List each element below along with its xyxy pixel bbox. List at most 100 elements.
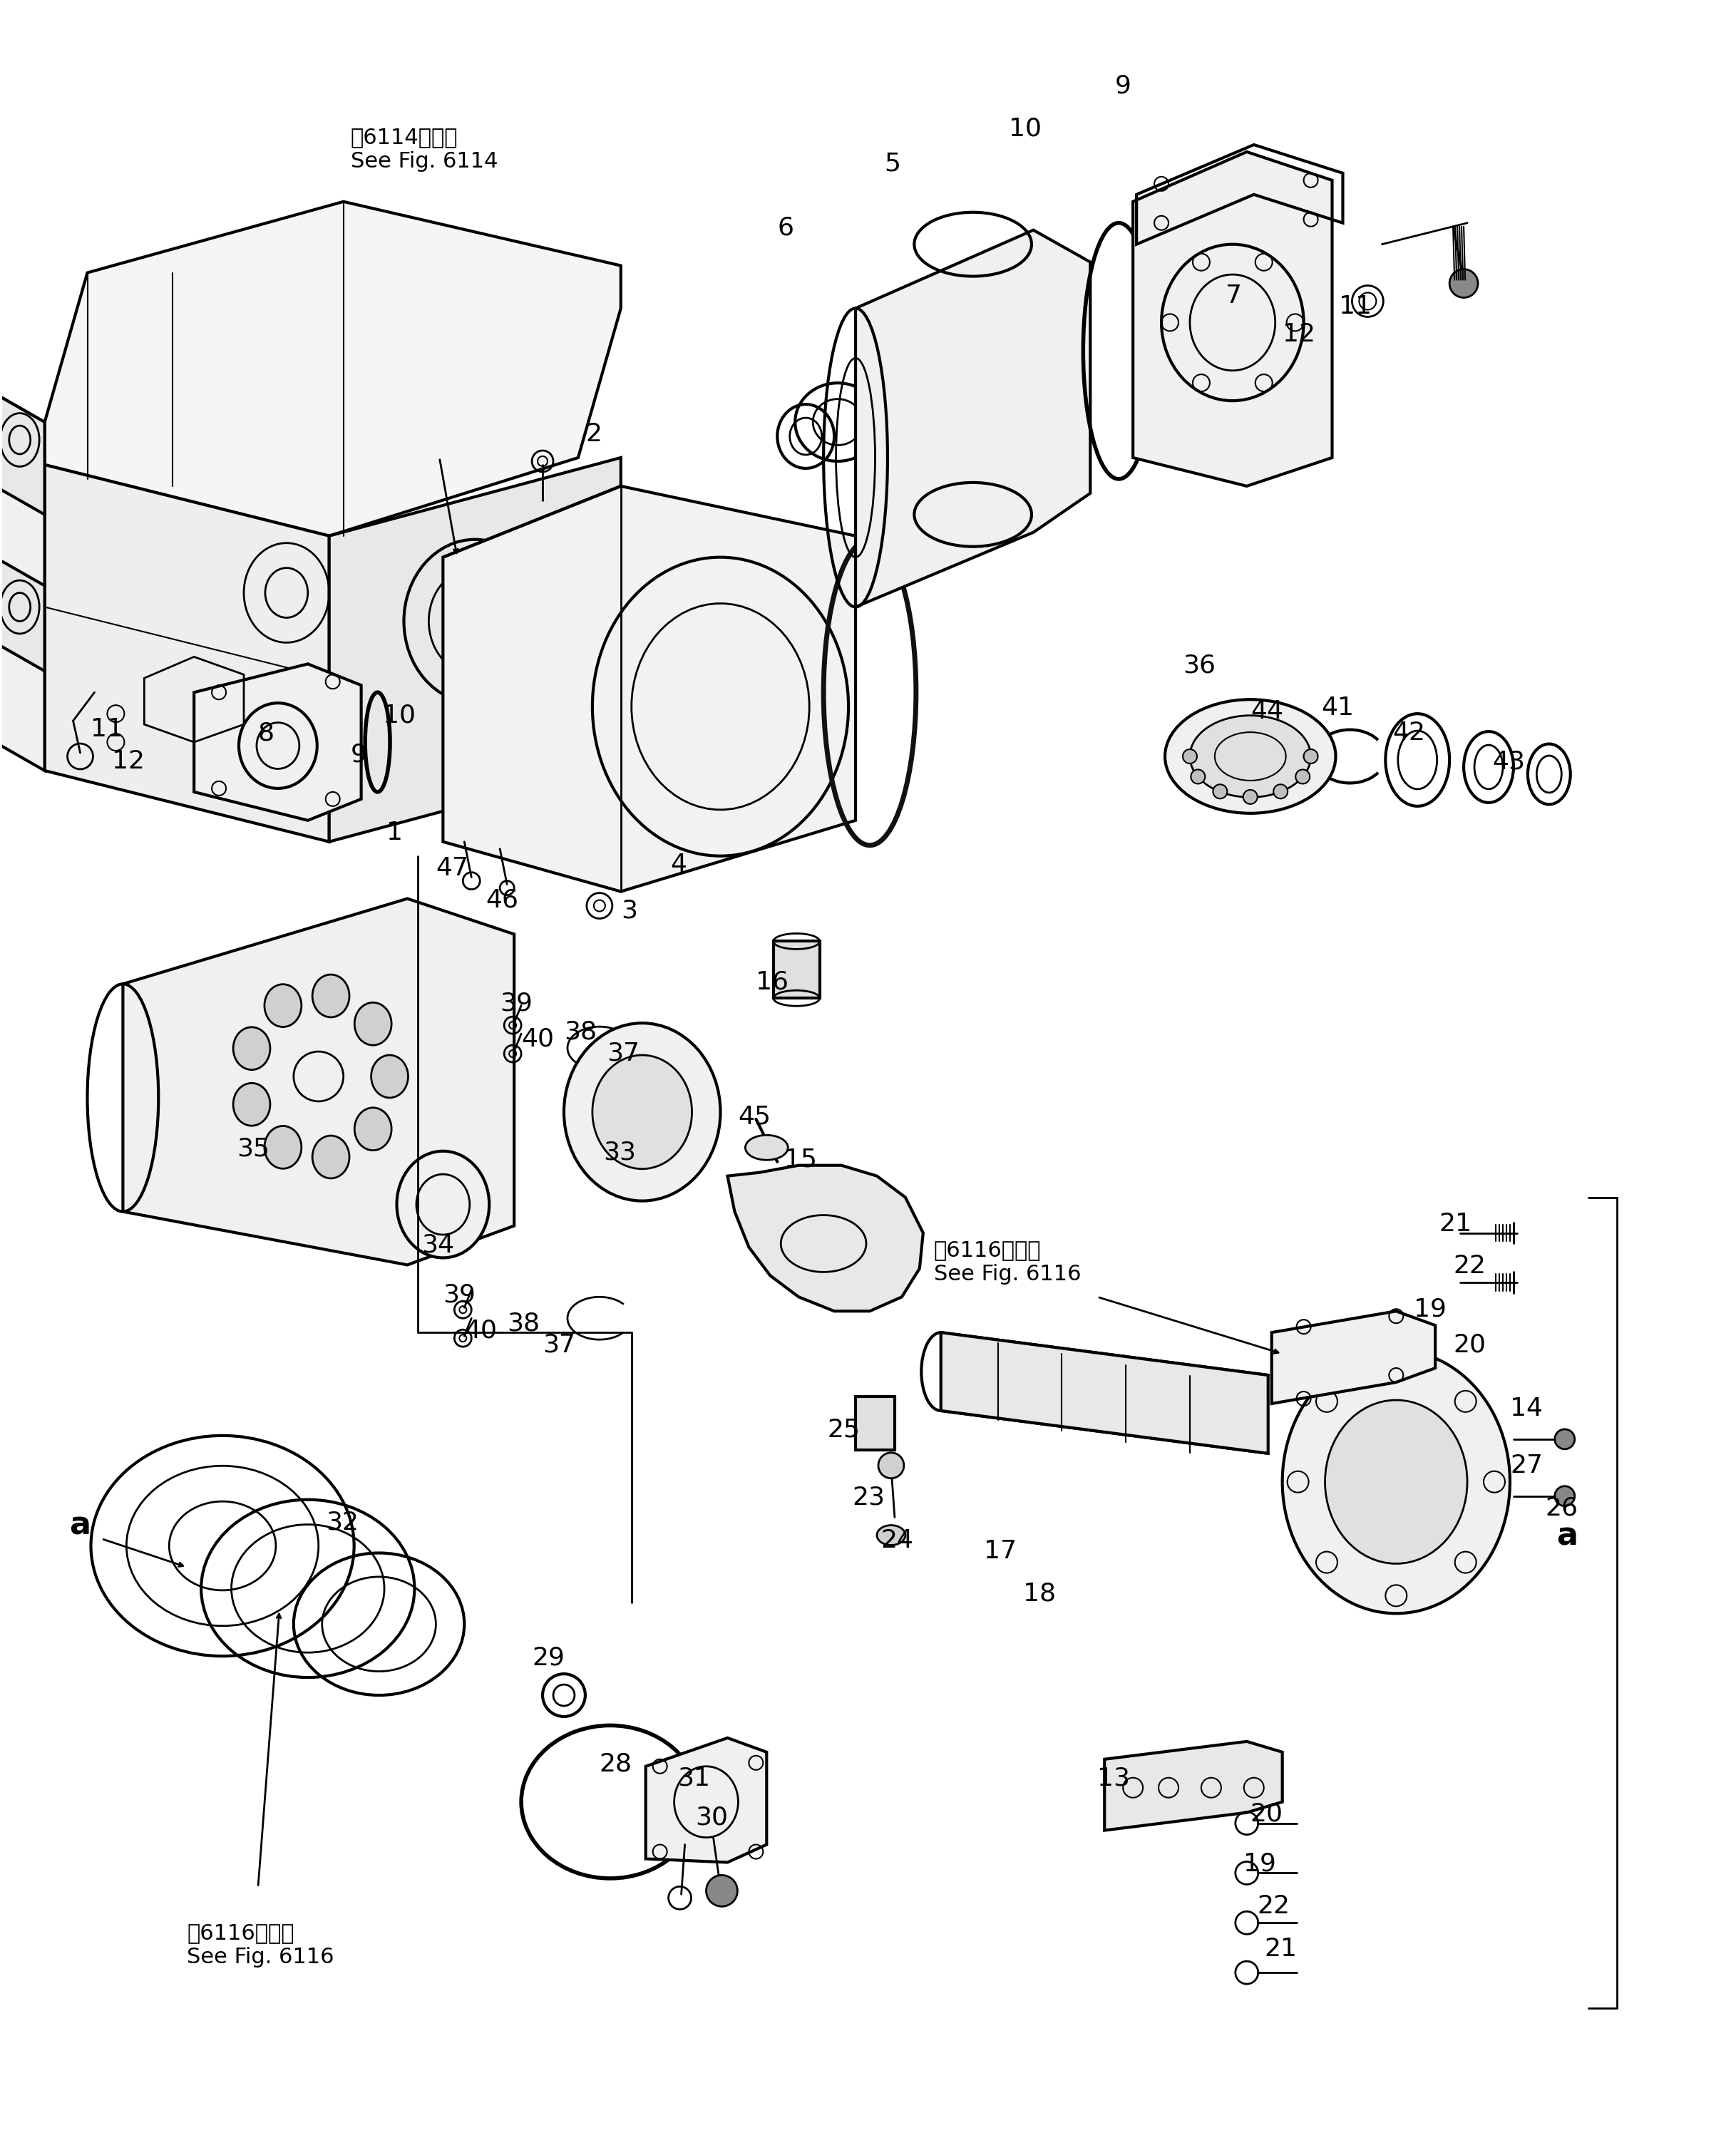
Text: 第6114図参照
See Fig. 6114: 第6114図参照 See Fig. 6114: [351, 127, 498, 172]
Text: 7: 7: [1226, 284, 1241, 308]
Ellipse shape: [372, 1056, 408, 1097]
Circle shape: [878, 1452, 904, 1478]
Text: 31: 31: [677, 1767, 710, 1791]
Polygon shape: [0, 394, 45, 771]
Circle shape: [1304, 750, 1318, 763]
Text: 22: 22: [1453, 1254, 1486, 1278]
Text: 42: 42: [1392, 720, 1425, 746]
Text: 47: 47: [436, 856, 469, 879]
Ellipse shape: [564, 1024, 720, 1200]
Text: 18: 18: [1023, 1582, 1055, 1605]
Text: 39: 39: [443, 1282, 476, 1306]
Text: 10: 10: [1009, 116, 1042, 140]
Polygon shape: [443, 487, 856, 892]
Ellipse shape: [233, 1028, 271, 1069]
Polygon shape: [1134, 151, 1332, 487]
Text: 12: 12: [1283, 323, 1316, 347]
Text: 30: 30: [696, 1806, 729, 1830]
Text: 40: 40: [464, 1319, 496, 1343]
Text: 14: 14: [1510, 1396, 1543, 1420]
Polygon shape: [856, 231, 1090, 608]
Text: 11: 11: [90, 718, 123, 741]
Text: 19: 19: [1413, 1297, 1446, 1321]
Text: 23: 23: [852, 1485, 885, 1511]
Text: 5: 5: [884, 151, 901, 177]
Circle shape: [1555, 1429, 1575, 1448]
Text: 36: 36: [1182, 653, 1215, 677]
Text: 40: 40: [521, 1026, 554, 1052]
Text: 10: 10: [382, 703, 415, 726]
Circle shape: [1182, 750, 1198, 763]
Ellipse shape: [1283, 1351, 1510, 1614]
Ellipse shape: [233, 1084, 271, 1125]
Ellipse shape: [877, 1526, 906, 1545]
Circle shape: [1555, 1487, 1575, 1506]
Polygon shape: [1272, 1310, 1436, 1403]
Text: 46: 46: [486, 888, 519, 912]
Text: 3: 3: [621, 899, 637, 922]
Text: 41: 41: [1321, 696, 1354, 720]
Polygon shape: [1104, 1741, 1283, 1830]
Text: 37: 37: [606, 1041, 639, 1065]
Ellipse shape: [592, 1056, 693, 1168]
Text: 37: 37: [543, 1332, 575, 1358]
Text: 25: 25: [826, 1418, 859, 1442]
Ellipse shape: [354, 1002, 392, 1045]
Text: a: a: [1555, 1521, 1578, 1552]
Text: 39: 39: [500, 991, 533, 1015]
Text: 20: 20: [1250, 1802, 1283, 1825]
Ellipse shape: [264, 1125, 302, 1168]
Ellipse shape: [745, 1136, 788, 1159]
Polygon shape: [45, 465, 330, 843]
Text: 4: 4: [670, 853, 687, 877]
Circle shape: [1243, 789, 1257, 804]
Text: 21: 21: [1264, 1937, 1297, 1961]
Circle shape: [707, 1875, 738, 1907]
Text: 9: 9: [351, 741, 366, 767]
Text: 38: 38: [507, 1310, 540, 1336]
Text: 34: 34: [422, 1233, 455, 1256]
Text: 8: 8: [259, 720, 274, 746]
Polygon shape: [727, 1166, 924, 1310]
Text: 32: 32: [326, 1511, 358, 1534]
Text: 16: 16: [755, 970, 788, 993]
Text: 第6116図参照
See Fig. 6116: 第6116図参照 See Fig. 6116: [187, 1922, 333, 1968]
Text: 44: 44: [1250, 700, 1283, 724]
Polygon shape: [646, 1737, 767, 1862]
Polygon shape: [330, 457, 621, 843]
Text: 2: 2: [585, 422, 602, 446]
Bar: [774, 942, 819, 998]
Polygon shape: [0, 558, 45, 670]
Text: 第6116図参照
See Fig. 6116: 第6116図参照 See Fig. 6116: [934, 1239, 1082, 1284]
Ellipse shape: [312, 974, 349, 1017]
Text: 22: 22: [1257, 1894, 1290, 1918]
Text: 11: 11: [1338, 293, 1371, 319]
Text: 29: 29: [531, 1646, 564, 1670]
Ellipse shape: [1165, 700, 1335, 812]
Polygon shape: [194, 664, 361, 821]
Text: 6: 6: [778, 216, 793, 239]
Text: 1: 1: [385, 821, 403, 845]
Polygon shape: [45, 203, 621, 537]
Text: 33: 33: [602, 1140, 635, 1164]
Text: 12: 12: [113, 750, 146, 774]
Text: 27: 27: [1510, 1452, 1543, 1478]
Ellipse shape: [1189, 715, 1311, 797]
Ellipse shape: [398, 1151, 490, 1259]
Text: 24: 24: [880, 1528, 913, 1552]
Ellipse shape: [312, 1136, 349, 1179]
Circle shape: [1213, 784, 1227, 800]
Text: 13: 13: [1097, 1767, 1130, 1791]
Text: a: a: [69, 1511, 90, 1541]
Text: 21: 21: [1439, 1211, 1472, 1235]
Text: 35: 35: [236, 1138, 269, 1162]
Circle shape: [1274, 784, 1288, 800]
Circle shape: [1295, 769, 1309, 784]
Text: 45: 45: [738, 1106, 771, 1129]
Text: 17: 17: [984, 1539, 1016, 1562]
Text: 20: 20: [1453, 1332, 1486, 1358]
Text: 26: 26: [1545, 1496, 1578, 1519]
Ellipse shape: [264, 985, 302, 1028]
Polygon shape: [941, 1332, 1267, 1452]
Bar: [856, 1396, 894, 1450]
